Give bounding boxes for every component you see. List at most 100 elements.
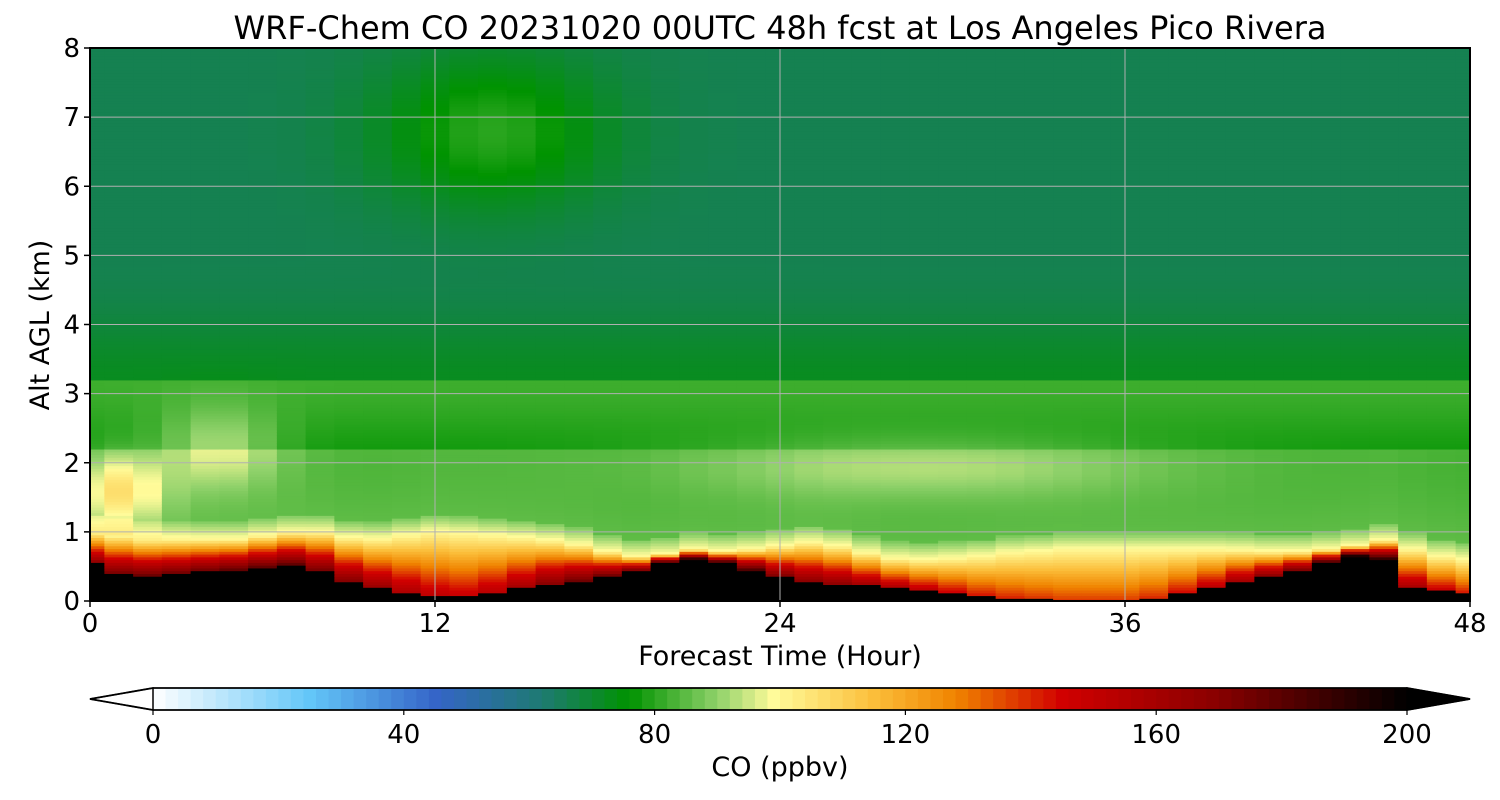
- field-cell: [363, 554, 393, 558]
- field-cell: [305, 476, 335, 480]
- field-cell: [535, 224, 565, 229]
- field-cell: [90, 86, 105, 91]
- field-cell: [506, 418, 537, 422]
- field-cell: [219, 335, 249, 339]
- field-cell: [621, 471, 652, 475]
- field-cell: [708, 446, 738, 450]
- field-cell: [305, 197, 335, 201]
- field-cell: [593, 512, 623, 516]
- field-cell: [708, 495, 738, 500]
- field-cell: [449, 540, 479, 544]
- field-cell: [190, 451, 220, 456]
- field-cell: [133, 482, 163, 486]
- field-cell: [363, 191, 393, 196]
- field-cell: [650, 446, 680, 450]
- field-cell: [593, 205, 623, 209]
- field-cell: [736, 211, 767, 215]
- field-cell: [190, 368, 220, 373]
- field-cell: [276, 468, 307, 472]
- field-cell: [650, 377, 680, 381]
- field-cell: [650, 495, 680, 500]
- field-cell: [90, 410, 105, 414]
- field-cell: [248, 341, 278, 345]
- field-cell: [679, 59, 709, 63]
- field-cell: [219, 418, 249, 422]
- field-cell: [506, 169, 537, 174]
- field-cell: [305, 584, 335, 588]
- field-cell: [305, 100, 335, 104]
- field-cell: [190, 271, 220, 276]
- field-cell: [363, 285, 393, 290]
- field-cell: [248, 578, 278, 583]
- field-cell: [90, 390, 105, 395]
- field-cell: [391, 426, 422, 431]
- field-cell: [564, 294, 594, 298]
- field-cell: [104, 197, 134, 201]
- field-cell: [679, 255, 709, 259]
- field-cell: [161, 379, 192, 384]
- field-cell: [650, 426, 680, 431]
- field-cell: [535, 479, 565, 483]
- field-cell: [449, 296, 479, 301]
- field-cell: [363, 53, 393, 57]
- field-cell: [276, 130, 307, 135]
- field-cell: [219, 144, 249, 149]
- field-cell: [593, 476, 623, 480]
- field-cell: [276, 53, 307, 57]
- field-cell: [650, 161, 680, 165]
- field-cell: [564, 130, 594, 135]
- field-cell: [593, 142, 623, 146]
- field-cell: [650, 114, 680, 118]
- field-cell: [564, 321, 594, 326]
- field-cell: [650, 222, 680, 226]
- field-cell: [391, 562, 422, 566]
- field-cell: [506, 559, 537, 563]
- field-cell: [650, 506, 680, 511]
- field-cell: [679, 578, 709, 583]
- field-cell: [449, 227, 479, 232]
- field-cell: [90, 321, 105, 326]
- field-cell: [334, 189, 364, 193]
- field-cell: [133, 258, 163, 262]
- field-cell: [334, 224, 364, 229]
- field-cell: [449, 269, 479, 273]
- field-cell: [90, 357, 105, 362]
- field-cell: [363, 274, 393, 279]
- field-cell: [133, 78, 163, 82]
- field-cell: [363, 222, 393, 226]
- field-cell: [161, 327, 192, 331]
- field-cell: [276, 379, 307, 384]
- field-cell: [90, 545, 105, 550]
- field-cell: [276, 418, 307, 422]
- field-cell: [593, 330, 623, 334]
- field-cell: [391, 200, 422, 204]
- field-cell: [449, 363, 479, 367]
- field-cell: [391, 61, 422, 66]
- field-cell: [104, 330, 134, 334]
- field-cell: [593, 471, 623, 475]
- field-cell: [161, 399, 192, 403]
- field-cell: [506, 125, 537, 129]
- field-cell: [679, 191, 709, 196]
- field-cell: [449, 592, 479, 597]
- field-cell: [276, 346, 307, 350]
- field-cell: [736, 581, 767, 586]
- field-cell: [334, 130, 364, 135]
- field-cell: [736, 277, 767, 281]
- field-cell: [621, 531, 652, 536]
- field-cell: [90, 529, 105, 533]
- field-cell: [248, 559, 278, 563]
- field-cell: [736, 354, 767, 359]
- field-cell: [219, 484, 249, 489]
- field-cell: [190, 125, 220, 129]
- field-cell: [276, 457, 307, 461]
- field-cell: [506, 244, 537, 248]
- field-cell: [161, 274, 192, 279]
- field-cell: [679, 484, 709, 489]
- field-cell: [593, 67, 623, 71]
- field-cell: [190, 551, 220, 555]
- field-cell: [161, 224, 192, 229]
- field-cell: [593, 578, 623, 583]
- field-cell: [564, 504, 594, 508]
- field-cell: [104, 183, 134, 187]
